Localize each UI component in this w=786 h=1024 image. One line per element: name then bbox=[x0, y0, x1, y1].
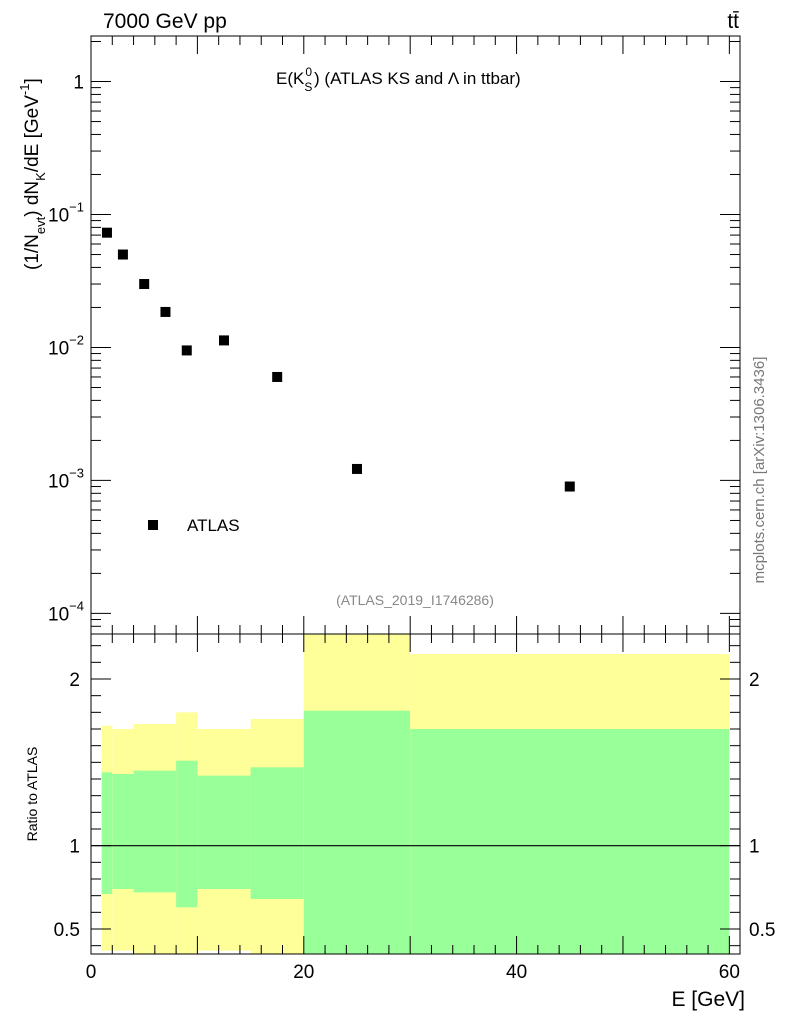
ratio-band-green bbox=[197, 775, 251, 889]
side-label: mcplots.cern.ch [arXiv:1306.3436] bbox=[751, 357, 768, 584]
data-point-atlas bbox=[272, 371, 283, 382]
data-point-atlas bbox=[351, 463, 362, 474]
ratio-y-tick-label-right: 0.5 bbox=[749, 920, 775, 941]
x-tick-label: 40 bbox=[506, 962, 527, 983]
data-point-atlas bbox=[160, 306, 171, 317]
process-label: tt̄ bbox=[727, 10, 739, 33]
ratio-band-green bbox=[133, 770, 177, 893]
main-panel: 1 10−1 10−2 10−3 10−4 E(KS0) (ATLAS KS and Λ… bbox=[17, 35, 741, 635]
ratio-axes: 0.5 0.51 12 20 20 40 60 bbox=[54, 634, 775, 983]
x-tick-label: 20 bbox=[293, 962, 314, 983]
ratio-y-tick-label: 1 bbox=[69, 837, 80, 858]
ratio-frame bbox=[90, 633, 741, 955]
data-point-atlas bbox=[139, 279, 150, 290]
data-point-atlas bbox=[117, 249, 128, 260]
ratio-y-tick-label: 2 bbox=[69, 670, 80, 691]
ratio-y-tick-label: 0.5 bbox=[54, 920, 80, 941]
ratio-bands bbox=[91, 634, 740, 954]
main-y-label: (1/Nevt) dNK/dE [GeV-1] bbox=[17, 78, 48, 270]
legend-label-atlas: ATLAS bbox=[187, 516, 240, 535]
ratio-band-green bbox=[176, 760, 198, 908]
x-tick-label: 0 bbox=[86, 962, 97, 983]
ratio-band-green bbox=[303, 710, 411, 954]
main-axes: 1 10−1 10−2 10−3 10−4 bbox=[48, 36, 740, 635]
main-frame bbox=[90, 35, 741, 635]
x-tick-label: 60 bbox=[719, 962, 740, 983]
ratio-y-tick-label-right: 1 bbox=[749, 837, 760, 858]
ratio-y-label: Ratio to ATLAS bbox=[24, 747, 40, 842]
main-title: E(KS0) (ATLAS KS and Λ in ttbar) bbox=[276, 65, 521, 94]
main-y-tick-label: 10−3 bbox=[48, 465, 84, 492]
data-point-atlas bbox=[101, 227, 112, 238]
data-point-atlas bbox=[218, 335, 229, 346]
data-point-atlas bbox=[181, 345, 192, 356]
ratio-y-tick-label-right: 2 bbox=[749, 670, 760, 691]
ratio-band-green bbox=[250, 767, 304, 899]
analysis-watermark: (ATLAS_2019_I1746286) bbox=[336, 592, 494, 608]
main-y-tick-label: 10−4 bbox=[48, 598, 84, 625]
energy-label: 7000 GeV pp bbox=[103, 10, 227, 33]
legend-marker-atlas bbox=[148, 520, 158, 530]
main-y-tick-label: 1 bbox=[73, 73, 84, 94]
ratio-band-green bbox=[112, 774, 134, 889]
ratio-band-green bbox=[410, 729, 730, 954]
main-y-tick-label: 10−2 bbox=[48, 332, 84, 359]
main-data-markers bbox=[101, 227, 575, 492]
ratio-panel: 0.5 0.51 12 20 20 40 60 Ratio to ATLAS E [GeV] bbox=[24, 633, 775, 1011]
main-y-tick-label: 10−1 bbox=[48, 199, 84, 226]
x-axis-label: E [GeV] bbox=[671, 988, 745, 1011]
data-point-atlas bbox=[564, 481, 575, 492]
ratio-band-green bbox=[101, 772, 113, 894]
